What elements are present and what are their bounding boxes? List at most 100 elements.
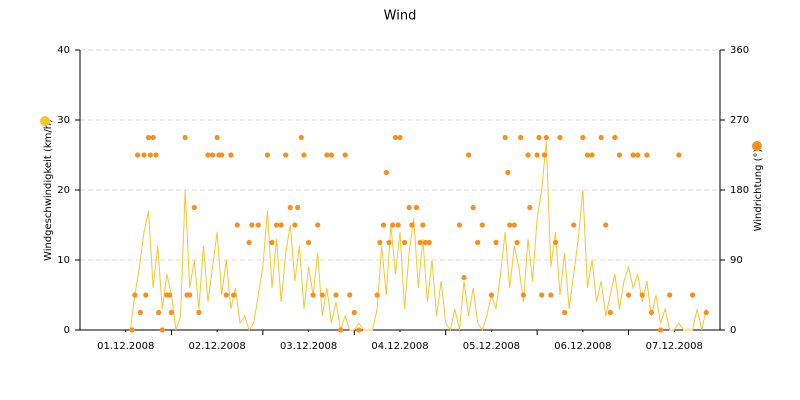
x-tick-label: 07.12.2008 <box>646 341 703 352</box>
direction-point <box>417 239 423 246</box>
direction-point <box>703 309 709 316</box>
direction-point <box>315 222 321 228</box>
direction-point <box>548 292 554 298</box>
direction-point <box>137 309 143 316</box>
direction-point <box>657 327 664 333</box>
direction-point <box>145 134 152 141</box>
y-tick-label: 20 <box>57 185 70 196</box>
direction-point <box>390 222 396 228</box>
y-axis-title: Windgeschwindigkeit (km/h) <box>43 119 54 261</box>
y2-legend-marker <box>752 141 762 151</box>
direction-point <box>648 309 655 316</box>
direction-point <box>525 152 531 158</box>
direction-point <box>209 152 216 158</box>
direction-point <box>231 292 237 298</box>
direction-point <box>392 134 399 141</box>
direction-point <box>342 152 348 158</box>
y-tick-label: 30 <box>57 115 70 126</box>
direction-point <box>488 292 495 298</box>
direction-point <box>409 222 415 228</box>
direction-point <box>630 152 636 158</box>
x-tick-label: 03.12.2008 <box>280 341 337 352</box>
direction-point <box>539 292 545 298</box>
direction-point <box>295 204 301 211</box>
direction-point <box>676 152 682 158</box>
direction-point <box>584 152 591 158</box>
direction-point <box>426 239 432 246</box>
direction-point <box>607 309 613 316</box>
y2-tick-label: 270 <box>730 115 749 126</box>
direction-point <box>397 134 403 141</box>
direction-point <box>536 134 542 141</box>
direction-point <box>156 309 162 316</box>
x-tick-label: 04.12.2008 <box>371 341 428 352</box>
direction-point <box>269 239 275 246</box>
direction-point <box>246 239 252 246</box>
direction-point <box>214 134 220 141</box>
y2-tick-label: 360 <box>730 45 749 56</box>
direction-point <box>301 152 307 158</box>
direction-point <box>580 134 586 141</box>
direction-point <box>505 169 511 176</box>
direction-point <box>518 134 524 141</box>
direction-point <box>541 152 548 158</box>
direction-point <box>493 239 499 246</box>
direction-point <box>395 222 401 228</box>
direction-point <box>543 134 549 141</box>
direction-point <box>191 204 197 211</box>
direction-point <box>356 327 362 333</box>
direction-point <box>401 239 408 246</box>
direction-point <box>423 239 429 246</box>
direction-point <box>380 222 387 228</box>
direction-point <box>310 292 316 298</box>
direction-point <box>507 222 513 228</box>
direction-point <box>625 292 632 298</box>
direction-point <box>205 152 211 158</box>
direction-point <box>456 222 463 228</box>
y2-tick-label: 90 <box>730 255 743 266</box>
y-tick-label: 10 <box>57 255 70 266</box>
direction-point <box>527 204 533 211</box>
direction-point <box>187 292 193 298</box>
direction-point <box>264 152 271 158</box>
direction-point <box>461 274 467 281</box>
direction-point <box>465 152 472 158</box>
direction-point <box>223 292 229 298</box>
direction-point <box>667 292 673 298</box>
direction-point <box>159 327 165 333</box>
direction-point <box>333 292 339 298</box>
direction-point <box>689 292 696 298</box>
direction-point <box>319 292 325 298</box>
direction-point <box>598 134 604 141</box>
direction-point <box>135 152 141 158</box>
direction-point <box>644 152 650 158</box>
y2-tick-label: 0 <box>730 325 736 336</box>
direction-point <box>374 292 380 298</box>
direction-point <box>377 239 383 246</box>
direction-point <box>219 152 225 158</box>
direction-point <box>143 292 149 298</box>
direction-point <box>150 134 156 141</box>
direction-point <box>351 309 357 316</box>
direction-point <box>328 152 335 158</box>
direction-point <box>420 222 426 228</box>
direction-point <box>635 152 641 158</box>
direction-point <box>168 309 175 316</box>
direction-point <box>475 239 481 246</box>
direction-point <box>502 134 508 141</box>
x-tick-label: 06.12.2008 <box>554 341 611 352</box>
direction-point <box>470 204 476 211</box>
direction-point <box>386 239 392 246</box>
y-legend-marker <box>40 116 50 126</box>
direction-point <box>292 222 298 228</box>
x-tick-label: 01.12.2008 <box>97 341 154 352</box>
direction-point <box>413 204 420 211</box>
direction-point <box>196 309 202 316</box>
direction-point <box>511 222 517 228</box>
direction-point <box>557 134 563 141</box>
direction-point <box>616 152 623 158</box>
direction-point <box>298 134 304 141</box>
direction-point <box>255 222 261 228</box>
direction-point <box>273 222 280 228</box>
